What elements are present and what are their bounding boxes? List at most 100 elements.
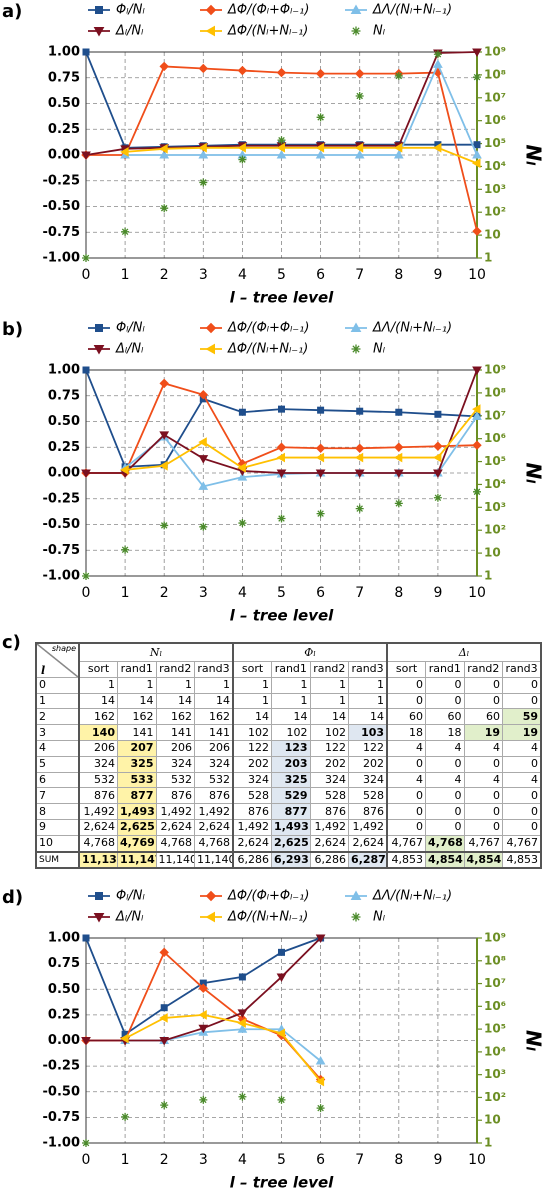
marker xyxy=(159,61,169,72)
legend-label: Nₗ xyxy=(373,24,386,39)
table-cell: 1 xyxy=(155,676,195,694)
table-cell: 2,624 xyxy=(309,834,350,853)
y2-tick-label: 10² xyxy=(484,1090,506,1104)
x-tick-label: 4 xyxy=(238,585,247,601)
row-label: 0 xyxy=(35,676,80,694)
table-cell: 60 xyxy=(386,708,427,726)
table-cell: 0 xyxy=(386,818,427,836)
row-label: 1 xyxy=(35,692,80,710)
table-cell: 203 xyxy=(271,755,311,773)
marker xyxy=(433,59,443,68)
y2-tick-label: 10³ xyxy=(484,1067,506,1081)
table-cell: 876 xyxy=(78,787,118,805)
marker xyxy=(315,934,326,944)
y-tick-label: 0.25 xyxy=(48,122,80,137)
marker xyxy=(354,443,365,453)
table-cell: 876 xyxy=(155,787,195,805)
marker xyxy=(199,1095,208,1104)
column-header: rand3 xyxy=(194,661,234,678)
marker xyxy=(354,142,364,153)
table-cell: 6,287 xyxy=(348,851,388,869)
table-cell: 324 xyxy=(78,755,118,773)
table-cell: 532 xyxy=(155,771,195,789)
y2-tick-label: 10⁵ xyxy=(484,1022,506,1036)
marker xyxy=(82,366,90,374)
table-cell: 14 xyxy=(78,692,118,710)
table-row: 3 140 141 141 141 102 102 102 103 18 18 19 19 xyxy=(35,724,542,741)
x-tick-label: 5 xyxy=(277,585,286,601)
marker xyxy=(317,406,325,414)
marker xyxy=(121,545,130,554)
row-label: 7 xyxy=(35,787,80,805)
table-row: 10 4,768 4,769 4,768 4,768 2,624 2,625 2,624 2,6… xyxy=(35,834,542,853)
y2-tick-label: 1 xyxy=(484,1136,492,1150)
table-cell: 529 xyxy=(271,787,311,805)
table-cell: 0 xyxy=(463,692,504,710)
table-cell: 14 xyxy=(309,708,350,726)
marker xyxy=(315,1076,325,1087)
marker xyxy=(277,1095,286,1104)
column-header: rand2 xyxy=(155,661,195,678)
marker xyxy=(356,407,364,415)
y-tick-label: -0.50 xyxy=(43,1084,80,1099)
row-label: 9 xyxy=(35,818,80,836)
x-tick-label: 10 xyxy=(468,267,486,283)
marker xyxy=(473,487,481,496)
table-cell: 122 xyxy=(309,739,350,757)
marker xyxy=(315,142,325,153)
column-header: rand2 xyxy=(309,661,350,678)
table-row: 6 532 533 532 532 324 325 324 324 4 4 4 4 xyxy=(35,771,542,789)
table-cell: 4 xyxy=(463,771,504,789)
y2-tick-label: 10⁶ xyxy=(484,431,506,445)
marker xyxy=(316,113,325,122)
marker xyxy=(198,437,207,447)
marker xyxy=(278,405,285,413)
table-cell: 876 xyxy=(348,803,388,820)
marker xyxy=(198,1024,209,1034)
legend-label: Nₗ xyxy=(373,342,386,357)
group-header: Φₗ xyxy=(232,642,388,662)
marker xyxy=(198,983,209,993)
series-line xyxy=(125,146,478,165)
table-cell: 207 xyxy=(117,739,157,757)
marker xyxy=(120,147,129,157)
marker xyxy=(237,1018,246,1028)
marker xyxy=(355,91,364,100)
y-tick-label: 0.25 xyxy=(48,1007,80,1022)
table-cell: 4,767 xyxy=(386,834,427,853)
y2-tick-label: 10⁵ xyxy=(484,136,506,150)
marker xyxy=(433,441,443,451)
table-cell: 0 xyxy=(502,818,542,836)
legend-label: ΔΛ/(Nₗ+Nₗ₋₁) xyxy=(372,3,452,18)
x-tick-label: 2 xyxy=(160,585,169,601)
table-cell: 1 xyxy=(309,676,350,694)
table-row: 7 876 877 876 876 528 529 528 528 0 0 0 0 xyxy=(35,787,542,805)
table-cell: 11,140 xyxy=(194,851,234,869)
marker xyxy=(276,442,287,452)
table-cell: 206 xyxy=(194,739,234,757)
y2-tick-label: 10⁷ xyxy=(484,90,506,104)
table-cell: 1,493 xyxy=(117,803,157,820)
table-cell: 1 xyxy=(232,692,273,710)
y2-tick-label: 10⁴ xyxy=(484,1044,506,1058)
y-tick-label: -0.25 xyxy=(43,1059,80,1074)
marker xyxy=(394,71,403,80)
y2-tick-label: 10 xyxy=(484,228,501,242)
table-cell: 324 xyxy=(309,771,350,789)
table-cell: 123 xyxy=(271,739,311,757)
x-tick-label: 4 xyxy=(238,267,247,283)
table-cell: 4,769 xyxy=(117,834,157,853)
table-cell: 1,492 xyxy=(232,818,273,836)
table-cell: 876 xyxy=(232,803,273,820)
legend-marker xyxy=(205,343,215,355)
legend-label: Φₗ/Nₗ xyxy=(116,3,145,18)
table-cell: 4,768 xyxy=(155,834,195,853)
legend-marker xyxy=(351,344,361,354)
x-tick-label: 8 xyxy=(394,585,403,601)
marker xyxy=(121,1112,130,1121)
marker xyxy=(277,136,286,145)
legend-marker xyxy=(205,322,217,334)
marker xyxy=(393,142,403,153)
x-tick-label: 6 xyxy=(316,1152,325,1168)
